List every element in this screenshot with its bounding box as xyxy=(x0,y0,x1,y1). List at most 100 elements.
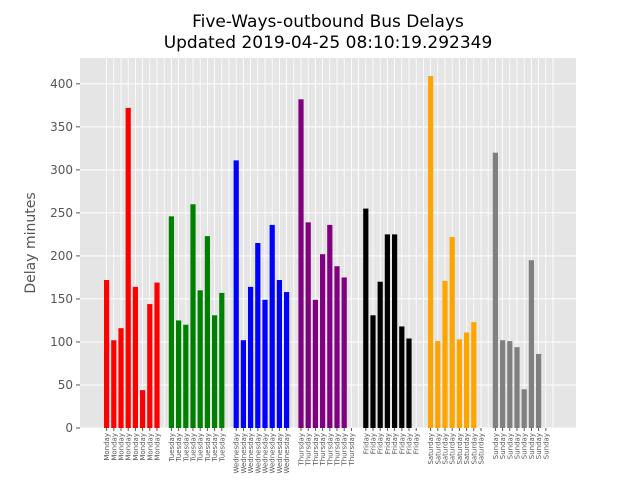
x-tick-label-thursday: Thursday xyxy=(334,433,342,467)
y-tick-label: 400 xyxy=(50,77,73,91)
bar-thursday-4 xyxy=(320,254,326,428)
x-tick-label-thursday: Thursday xyxy=(298,433,306,467)
bar-friday-1 xyxy=(363,208,369,428)
bar-saturday-3 xyxy=(442,280,448,428)
bar-friday-7 xyxy=(406,338,412,428)
x-tick-label-tuesday: Tuesday xyxy=(168,433,176,462)
bar-monday-3 xyxy=(118,328,124,428)
x-tick-label-friday: Friday xyxy=(370,433,378,454)
bar-wednesday-4 xyxy=(255,243,261,428)
bar-sunday-3 xyxy=(507,341,513,428)
x-tick-label-monday: Monday xyxy=(132,433,140,461)
bar-saturday-5 xyxy=(456,339,462,428)
y-tick-label: 0 xyxy=(65,421,73,435)
x-tick-label-monday: Monday xyxy=(146,433,154,461)
bar-tuesday-4 xyxy=(190,204,196,428)
bar-saturday-1 xyxy=(428,76,434,429)
x-tick-label-wednesday: Wednesday xyxy=(262,433,270,474)
y-axis-label: Delay minutes xyxy=(23,192,39,293)
x-tick-label-thursday: Thursday xyxy=(305,433,313,467)
bar-sunday-6 xyxy=(528,260,534,428)
bar-thursday-5 xyxy=(327,224,333,428)
x-tick-label-thursday: Thursday xyxy=(326,433,334,467)
x-tick-label-monday: Monday xyxy=(139,433,147,461)
x-tick-label-saturday: Saturday xyxy=(427,433,435,465)
x-tick-label-tuesday: Tuesday xyxy=(204,433,212,462)
bar-thursday-1 xyxy=(298,99,304,429)
bar-friday-4 xyxy=(384,234,390,428)
bar-saturday-4 xyxy=(449,236,455,428)
x-tick-label-thursday: Thursday xyxy=(341,433,349,467)
x-tick-label-friday: Friday xyxy=(362,433,370,454)
x-tick-label-tuesday: Tuesday xyxy=(197,433,205,462)
bar-friday-6 xyxy=(399,326,405,428)
bar-tuesday-1 xyxy=(168,216,174,428)
bar-sunday-4 xyxy=(514,347,520,428)
x-tick-label-wednesday: Wednesday xyxy=(247,433,255,474)
x-tick-label-tuesday: Tuesday xyxy=(218,433,226,462)
bar-thursday-6 xyxy=(334,266,340,428)
x-tick-label-friday: Friday xyxy=(406,433,414,454)
x-tick-label-saturday: Saturday xyxy=(442,433,450,465)
x-tick-label-sunday: Sunday xyxy=(499,433,507,459)
bar-thursday-2 xyxy=(305,222,311,428)
x-tick-label-saturday: Saturday xyxy=(434,433,442,465)
bar-monday-7 xyxy=(147,304,153,428)
bar-friday-5 xyxy=(392,234,398,428)
x-tick-label-wednesday: Wednesday xyxy=(269,433,277,474)
y-tick-label: 250 xyxy=(50,206,73,220)
y-tick-label: 300 xyxy=(50,163,73,177)
x-tick-label-wednesday: Wednesday xyxy=(254,433,262,474)
bar-sunday-2 xyxy=(500,340,506,428)
x-tick-label-saturday: Saturday xyxy=(478,433,486,465)
x-tick-label-saturday: Saturday xyxy=(470,433,478,465)
chart-subtitle: Updated 2019-04-25 08:10:19.292349 xyxy=(164,33,493,53)
x-tick-label-sunday: Sunday xyxy=(528,433,536,459)
bar-monday-4 xyxy=(125,107,131,428)
bar-saturday-2 xyxy=(435,341,441,428)
x-tick-label-saturday: Saturday xyxy=(456,433,464,465)
y-tick-label: 350 xyxy=(50,120,73,134)
y-tick-label: 50 xyxy=(58,378,73,392)
bar-sunday-7 xyxy=(536,354,542,428)
x-tick-label-tuesday: Tuesday xyxy=(211,433,219,462)
bar-monday-5 xyxy=(132,286,138,428)
bar-tuesday-5 xyxy=(197,290,203,428)
x-tick-label-wednesday: Wednesday xyxy=(233,433,241,474)
x-tick-label-friday: Friday xyxy=(384,433,392,454)
x-tick-label-saturday: Saturday xyxy=(449,433,457,465)
bar-friday-3 xyxy=(377,281,383,428)
x-tick-label-friday: Friday xyxy=(391,433,399,454)
chart-title: Five-Ways-outbound Bus Delays xyxy=(192,12,464,32)
bar-wednesday-5 xyxy=(262,299,268,428)
x-tick-label-monday: Monday xyxy=(154,433,162,461)
bar-sunday-5 xyxy=(521,389,527,428)
bar-wednesday-1 xyxy=(233,160,239,428)
bar-wednesday-6 xyxy=(269,224,275,428)
bar-monday-8 xyxy=(154,282,160,428)
x-tick-label-sunday: Sunday xyxy=(514,433,522,459)
bar-wednesday-2 xyxy=(240,340,246,428)
x-tick-label-saturday: Saturday xyxy=(463,433,471,465)
y-axis-ticks: 0 50 100 150 200 250 300 350 400 xyxy=(50,77,80,435)
bar-saturday-6 xyxy=(464,332,470,428)
x-tick-label-thursday: Thursday xyxy=(312,433,320,467)
bar-thursday-3 xyxy=(312,299,318,428)
x-tick-label-friday: Friday xyxy=(413,433,421,454)
bar-tuesday-7 xyxy=(212,315,218,428)
x-tick-label-wednesday: Wednesday xyxy=(283,433,291,474)
x-tick-label-sunday: Sunday xyxy=(521,433,529,459)
bar-monday-6 xyxy=(140,390,146,428)
bar-thursday-7 xyxy=(341,277,347,428)
bars xyxy=(104,76,542,429)
bar-wednesday-8 xyxy=(284,292,290,428)
x-tick-label-sunday: Sunday xyxy=(492,433,500,459)
y-tick-label: 150 xyxy=(50,292,73,306)
bar-wednesday-7 xyxy=(276,280,282,428)
x-tick-label-tuesday: Tuesday xyxy=(190,433,198,462)
bar-monday-1 xyxy=(104,280,110,428)
bar-saturday-7 xyxy=(471,322,477,428)
x-tick-label-wednesday: Wednesday xyxy=(276,433,284,474)
x-tick-label-friday: Friday xyxy=(377,433,385,454)
